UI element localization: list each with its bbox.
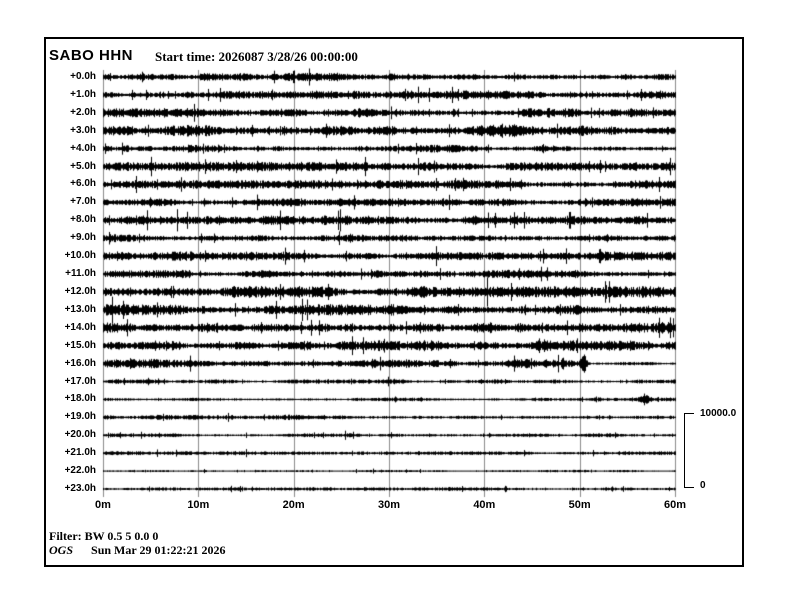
hour-label: +3.0h — [70, 124, 96, 136]
minute-label: 20m — [282, 499, 305, 511]
minute-label: 30m — [377, 499, 401, 511]
hour-label: +14.0h — [64, 321, 96, 333]
scale-max-label: 10000.0 — [700, 408, 737, 419]
filter-label: Filter: BW 0.5 5 0.0 0 — [49, 529, 159, 543]
scale-bracket-bottom-tick — [684, 487, 694, 488]
hour-label: +23.0h — [64, 483, 96, 494]
hour-label: +5.0h — [70, 160, 96, 172]
minute-label: 40m — [473, 499, 496, 511]
hour-label: +7.0h — [70, 196, 96, 208]
timestamp-label: Sun Mar 29 01:22:21 2026 — [91, 543, 226, 557]
hour-label: +15.0h — [64, 339, 96, 351]
hour-label: +12.0h — [64, 285, 96, 297]
hour-label: +13.0h — [64, 303, 96, 315]
minute-label: 60m — [663, 499, 687, 511]
hour-label: +18.0h — [64, 393, 96, 405]
hour-label: +9.0h — [70, 232, 96, 244]
hour-label: +8.0h — [70, 214, 96, 226]
scale-bracket-vertical — [684, 413, 685, 488]
hour-label: +16.0h — [64, 357, 96, 369]
hour-label: +11.0h — [65, 268, 96, 280]
hour-label: +1.0h — [70, 88, 96, 100]
hour-label: +6.0h — [70, 178, 96, 190]
minute-label: 50m — [568, 499, 591, 511]
hour-label: +22.0h — [64, 465, 96, 477]
minute-label: 0m — [95, 499, 111, 511]
hour-label: +4.0h — [70, 142, 96, 154]
footer-stamp: OGS Sun Mar 29 01:22:21 2026 — [49, 543, 225, 558]
hour-label: +0.0h — [70, 71, 96, 82]
hour-label: +19.0h — [64, 411, 96, 423]
hour-label: +2.0h — [70, 106, 96, 118]
hour-label: +20.0h — [64, 429, 96, 441]
hour-label: +21.0h — [64, 447, 96, 459]
scale-min-label: 0 — [700, 480, 706, 491]
minute-label: 10m — [187, 499, 210, 511]
hour-label: +10.0h — [64, 250, 96, 262]
hour-label: +17.0h — [64, 375, 96, 387]
agency-label: OGS — [49, 543, 74, 557]
scale-bracket-top-tick — [684, 413, 694, 414]
